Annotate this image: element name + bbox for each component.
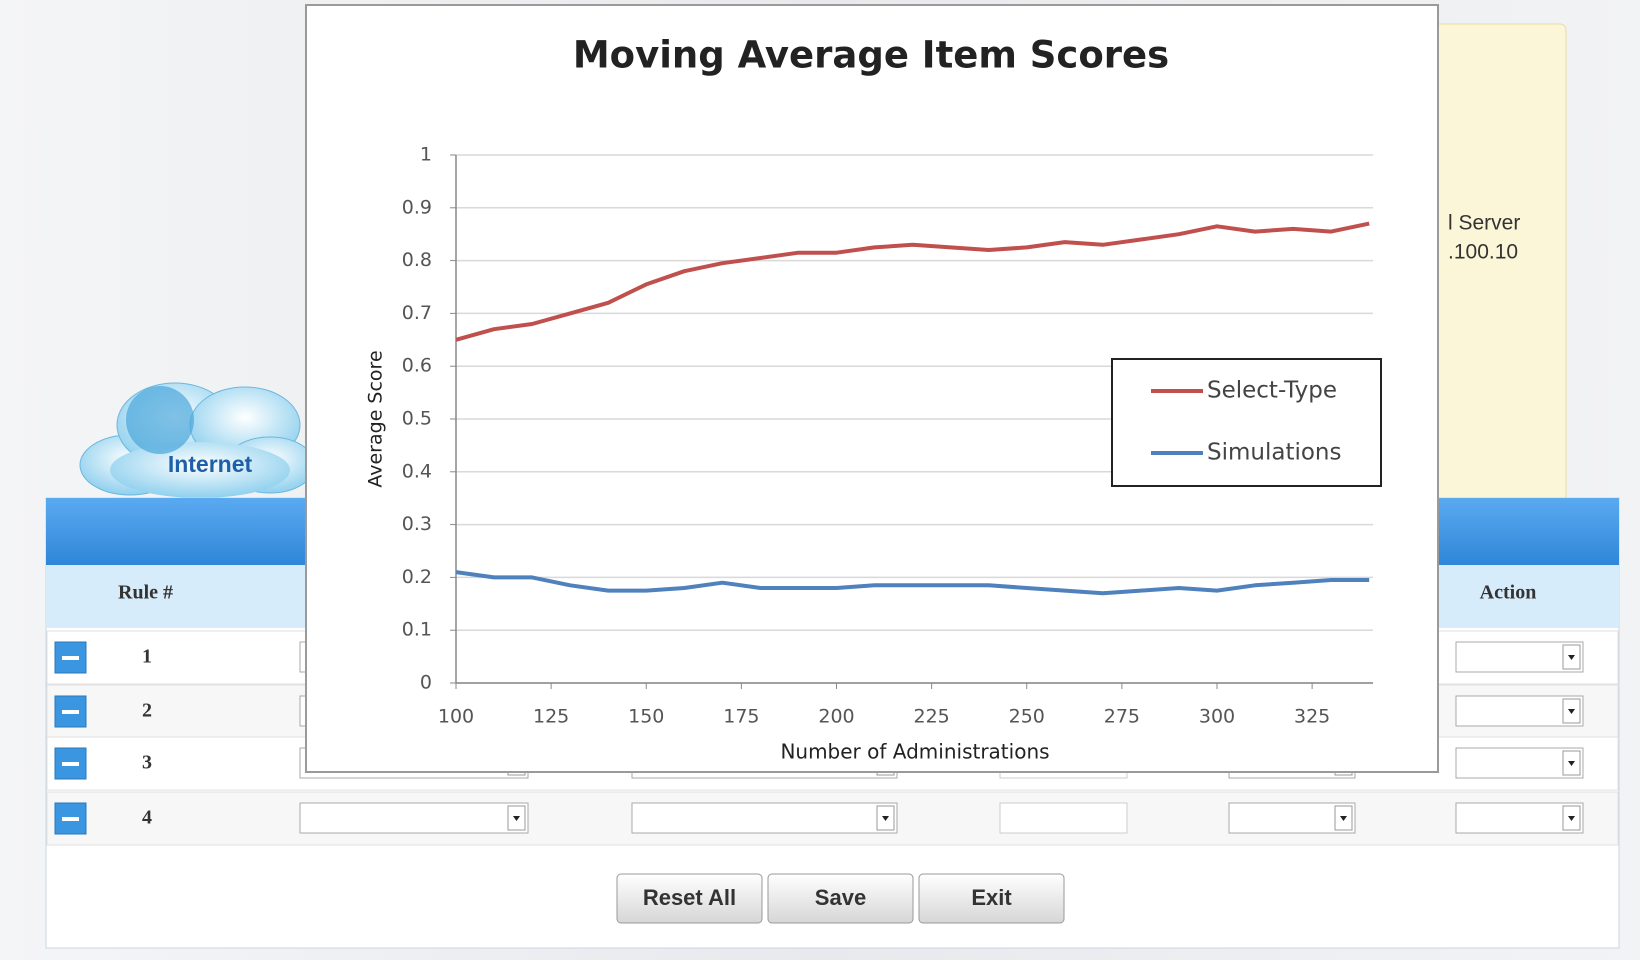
x-tick-label: 175	[723, 706, 759, 728]
minus-icon	[62, 710, 79, 714]
y-axis-label: Average Score	[365, 350, 387, 487]
rule-number: 2	[142, 700, 152, 722]
y-tick-label: 0.3	[402, 513, 432, 535]
x-tick-label: 250	[1009, 706, 1045, 728]
x-tick-label: 125	[533, 706, 569, 728]
rule-number: 1	[142, 646, 152, 668]
y-tick-label: 0.4	[402, 460, 432, 482]
y-tick-label: 0.8	[402, 249, 432, 271]
minus-icon	[62, 656, 79, 660]
button-label: Save	[815, 885, 866, 910]
y-tick-label: 0.6	[402, 355, 432, 377]
x-tick-label: 200	[818, 706, 854, 728]
button-label: Exit	[971, 885, 1012, 910]
server-name: l Server	[1448, 212, 1520, 235]
x-axis-label: Number of Administrations	[780, 740, 1049, 764]
server-ip: .100.10	[1448, 241, 1518, 264]
text-input[interactable]	[1000, 803, 1127, 833]
y-tick-label: 0.9	[402, 196, 432, 218]
y-tick-label: 0.1	[402, 619, 432, 641]
button-label: Reset All	[643, 885, 736, 910]
x-tick-label: 225	[913, 706, 949, 728]
screen: l Server .100.10 Internet Rule # Action …	[0, 0, 1640, 960]
chart-title: Moving Average Item Scores	[573, 34, 1169, 77]
y-tick-label: 0.2	[402, 566, 432, 588]
dropdown[interactable]	[632, 803, 897, 833]
rule-header: Rule #	[118, 582, 173, 604]
cloud-label: Internet	[168, 451, 253, 477]
legend-label: Select-Type	[1207, 378, 1337, 404]
x-tick-label: 150	[628, 706, 664, 728]
x-tick-label: 325	[1294, 706, 1330, 728]
legend-label: Simulations	[1207, 440, 1342, 466]
action-header: Action	[1480, 582, 1537, 604]
x-tick-label: 275	[1104, 706, 1140, 728]
y-tick-label: 0.5	[402, 408, 432, 430]
rule-number: 4	[142, 807, 152, 829]
dropdown[interactable]	[300, 803, 528, 833]
x-tick-label: 300	[1199, 706, 1235, 728]
y-tick-label: 0.7	[402, 302, 432, 324]
y-tick-label: 1	[420, 144, 432, 166]
minus-icon	[62, 817, 79, 821]
rule-number: 3	[142, 752, 152, 774]
y-tick-label: 0	[420, 672, 432, 694]
minus-icon	[62, 762, 79, 766]
x-tick-label: 100	[438, 706, 474, 728]
